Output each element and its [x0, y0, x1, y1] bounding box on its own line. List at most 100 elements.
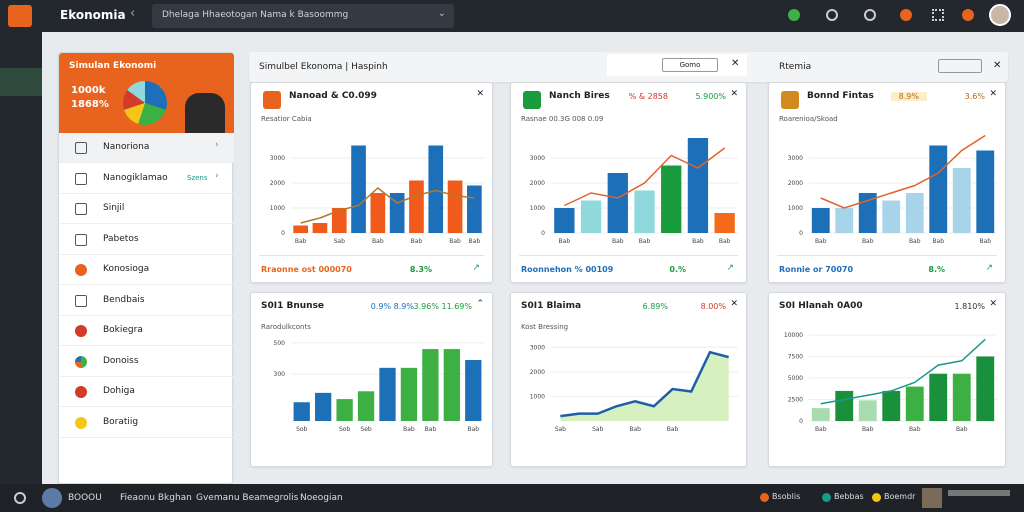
line — [820, 134, 986, 209]
line — [820, 338, 986, 405]
search-text: Dhelaga Hhaeotogan Nama k Basoommg — [162, 10, 349, 20]
close-icon[interactable]: ✕ — [731, 58, 740, 69]
menu-item[interactable]: Konosioga — [59, 255, 234, 285]
card-title: S0I Hlanah 0A00 — [779, 301, 863, 311]
close-icon[interactable]: ✕ — [476, 89, 484, 99]
user-name: BOOOU — [68, 493, 102, 503]
select-box[interactable] — [938, 59, 982, 73]
menu-icon — [75, 203, 87, 215]
rail-active[interactable] — [0, 68, 42, 96]
x-tick-label: Bab — [979, 238, 991, 245]
bar — [905, 193, 924, 233]
button[interactable]: Gomo — [662, 58, 718, 72]
icon[interactable] — [864, 9, 876, 21]
main-title: Simulbel Ekonoma | Haspinh — [259, 62, 388, 72]
bar — [661, 165, 682, 233]
chevron: › — [215, 140, 219, 150]
y-tick-label: 0 — [799, 418, 803, 425]
back-icon[interactable]: ‹ — [130, 6, 136, 21]
x-tick-label: Seb — [360, 426, 372, 433]
menu-item[interactable]: Sinjil — [59, 194, 234, 224]
x-tick-label: Bab — [469, 238, 481, 245]
close-icon[interactable]: ⌃ — [476, 299, 484, 309]
bar — [858, 193, 877, 233]
y-tick-label: 3000 — [788, 155, 803, 162]
x-tick-label: Bab — [909, 426, 921, 433]
menu-item[interactable]: Nanogiklamao Szens › — [59, 164, 234, 194]
badge: % & 2858 — [628, 92, 668, 101]
menu-label: Pabetos — [103, 233, 139, 244]
y-tick-label: 1000 — [530, 205, 545, 212]
right-title: Rtemia — [779, 62, 812, 72]
pie-illustration — [123, 81, 167, 125]
status-dot — [760, 493, 769, 502]
top-bar: Ekonomia ‹ Dhelaga Hhaeotogan Nama k Bas… — [0, 0, 1024, 32]
notification[interactable] — [900, 9, 912, 21]
trend-icon: ↗ — [472, 263, 480, 273]
chart: 0 1000 2000 3000 Bab Bab Bab Bab Bab — [788, 134, 997, 245]
bar — [835, 390, 854, 421]
menu-item[interactable]: Nanoriona › — [59, 133, 234, 163]
bar — [607, 173, 628, 233]
bar — [293, 225, 308, 233]
menu-icon — [75, 386, 87, 398]
progress — [948, 490, 1010, 496]
x-tick-label: Bab — [559, 238, 571, 245]
bottom-link[interactable]: Noeogian — [300, 493, 343, 503]
bottom-link[interactable]: Fieaonu Bkghan — [120, 493, 192, 503]
y-tick-label: 5000 — [788, 375, 803, 382]
card-title: S0I1 Bnunse — [261, 301, 325, 311]
status-label: Bsoblis — [772, 492, 801, 501]
icon[interactable] — [962, 9, 974, 21]
power-icon[interactable] — [14, 492, 26, 504]
chart: 1000 2000 3000 Sab Sab Bab Bab — [530, 344, 738, 433]
menu-item[interactable]: Boratiig — [59, 408, 234, 438]
menu-button[interactable] — [8, 5, 32, 27]
card-title: Nanch Bires — [549, 91, 610, 101]
card-subtitle: Resatior Cabia — [261, 115, 312, 123]
apps-icon[interactable] — [932, 9, 944, 21]
x-tick-label: Bab — [815, 426, 827, 433]
bar — [976, 356, 995, 421]
menu-item[interactable]: Bokiegra — [59, 316, 234, 346]
menu-label: Bendbais — [103, 294, 145, 305]
card-title: Nanoad & C0.099 — [289, 91, 377, 101]
card-subtitle: Rarodulkconts — [261, 323, 311, 331]
menu-item[interactable]: Pabetos — [59, 225, 234, 255]
x-tick-label: Bab — [372, 238, 384, 245]
icon[interactable] — [788, 9, 800, 21]
y-tick-label: 0 — [799, 230, 803, 237]
chevron: › — [215, 170, 219, 181]
close-icon[interactable]: ✕ — [730, 89, 738, 99]
y-tick-label: 1000 — [788, 205, 803, 212]
bar — [976, 150, 995, 233]
status-dot — [872, 493, 881, 502]
avatar[interactable] — [42, 488, 62, 508]
bar — [882, 390, 901, 421]
header-value: 1000k — [71, 85, 106, 96]
bar — [400, 367, 418, 421]
menu-item[interactable]: Bendbais — [59, 286, 234, 316]
menu-icon — [75, 294, 87, 307]
menu-label: Sinjil — [103, 203, 125, 213]
search-box[interactable]: Dhelaga Hhaeotogan Nama k Basoommg ⌄ — [152, 4, 454, 28]
menu-item[interactable]: Dohiga — [59, 377, 234, 407]
close-icon[interactable]: ✕ — [993, 60, 1002, 71]
bar — [929, 373, 948, 421]
icon[interactable] — [826, 9, 838, 21]
close-icon[interactable]: ✕ — [989, 89, 997, 99]
menu-item[interactable]: Donoiss — [59, 347, 234, 377]
x-tick-label: Bab — [862, 238, 874, 245]
bottom-link[interactable]: Gvemanu Beamegrolis — [196, 493, 299, 503]
x-tick-label: Bab — [425, 426, 437, 433]
bottom-bar: BOOOU Fieaonu Bkghan Gvemanu Beamegrolis N… — [0, 484, 1024, 512]
x-tick-label: Bab — [667, 426, 679, 433]
avatar[interactable] — [989, 4, 1011, 26]
bar — [580, 200, 602, 233]
x-tick-label: Bab — [692, 238, 704, 245]
menu-icon — [75, 142, 87, 154]
close-icon[interactable]: ✕ — [989, 299, 997, 309]
header-value: 1868% — [71, 99, 109, 110]
x-tick-label: Bab — [862, 426, 874, 433]
close-icon[interactable]: ✕ — [730, 299, 738, 309]
